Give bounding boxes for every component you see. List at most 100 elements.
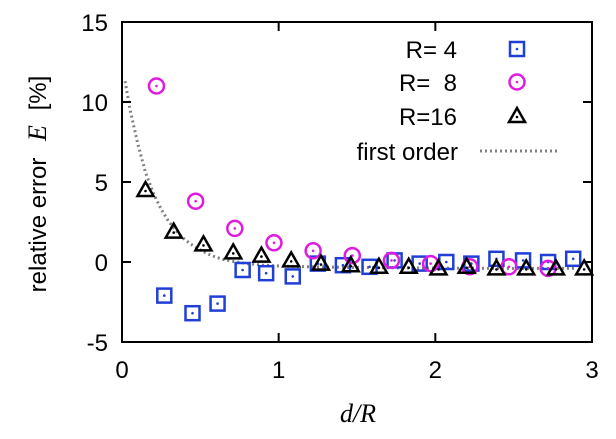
data-point-triangle	[223, 241, 244, 260]
marker-shape	[186, 192, 205, 210]
marker-shape	[193, 233, 214, 252]
marker-dot	[155, 84, 158, 88]
marker-dot	[216, 302, 219, 305]
data-point-triangle	[281, 249, 302, 268]
marker-dot	[289, 260, 293, 263]
y-tick-label: -5	[87, 330, 108, 357]
data-point-square	[257, 264, 275, 282]
marker-dot	[194, 199, 197, 203]
data-point-triangle	[310, 253, 332, 271]
data-point-circle	[147, 77, 166, 95]
y-tick-label: 10	[81, 90, 108, 117]
data-point-triangle	[486, 257, 507, 276]
y-axis-label-unit: [%]	[25, 76, 52, 111]
marker-shape	[398, 256, 419, 275]
marker-shape	[421, 254, 440, 273]
marker-shape	[265, 234, 283, 252]
marker-dot	[368, 265, 371, 269]
x-axis-label: d/R	[340, 399, 376, 428]
data-point-square	[209, 295, 226, 312]
marker-dot	[465, 266, 468, 270]
data-point-triangle	[456, 256, 477, 275]
marker-dot	[202, 244, 205, 247]
marker-dot	[144, 189, 147, 193]
data-point-triangle	[368, 256, 390, 275]
marker-dot	[521, 259, 525, 262]
data-point-circle	[421, 254, 440, 273]
marker-dot	[377, 266, 381, 270]
marker-shape	[368, 256, 390, 275]
data-point-circle	[304, 242, 322, 260]
legend-swatch-circle	[508, 73, 526, 91]
data-point-triangle	[251, 245, 272, 263]
marker-shape	[382, 251, 401, 270]
marker-dot	[241, 268, 244, 272]
y-axis-label-symbol: E	[23, 125, 52, 142]
data-point-circle	[382, 251, 401, 270]
marker-dot	[231, 252, 235, 255]
marker-shape	[486, 257, 507, 276]
marker-shape	[281, 249, 302, 268]
marker-shape	[343, 246, 362, 265]
marker-dot	[445, 260, 448, 264]
marker-dot	[429, 262, 432, 265]
marker-shape	[156, 287, 173, 304]
data-point-square	[184, 304, 201, 322]
marker-dot	[341, 263, 345, 267]
data-point-triangle	[340, 254, 361, 273]
marker-dot	[495, 268, 498, 271]
marker-dot	[349, 264, 353, 268]
marker-shape	[516, 257, 537, 276]
marker-shape	[234, 261, 251, 279]
marker-dot	[571, 257, 575, 261]
marker-dot	[515, 80, 519, 84]
marker-dot	[163, 294, 166, 297]
legend-label: R= 4	[406, 37, 457, 64]
marker-shape	[456, 256, 477, 275]
legend-swatch-triangle	[506, 105, 528, 124]
data-point-square	[284, 268, 302, 285]
x-tick-label: 1	[272, 357, 285, 384]
data-point-circle	[186, 192, 205, 210]
marker-dot	[524, 268, 528, 271]
data-point-circle	[343, 246, 362, 265]
y-tick-label: 15	[81, 10, 108, 37]
data-point-triangle	[574, 257, 595, 276]
data-point-triangle	[135, 179, 156, 198]
marker-dot	[437, 268, 440, 271]
marker-shape	[340, 254, 361, 273]
marker-dot	[264, 271, 268, 275]
data-point-triangle	[428, 257, 449, 276]
marker-shape	[508, 73, 526, 91]
marker-shape	[304, 242, 322, 260]
marker-dot	[191, 311, 194, 315]
data-point-square	[564, 250, 582, 268]
data-point-triangle	[163, 221, 184, 239]
legend-label: R= 8	[399, 70, 457, 97]
legend-label: R=16	[399, 104, 457, 131]
marker-dot	[233, 227, 237, 230]
marker-dot	[393, 259, 396, 262]
marker-dot	[507, 265, 511, 269]
marker-dot	[260, 255, 263, 258]
x-tick-label: 2	[429, 357, 442, 384]
marker-dot	[515, 47, 519, 51]
y-axis-label: relative error E [%]	[23, 76, 52, 293]
data-point-triangle	[545, 257, 567, 276]
marker-shape	[508, 40, 526, 58]
y-tick-label: 0	[95, 250, 108, 277]
marker-shape	[257, 264, 275, 282]
marker-shape	[135, 179, 156, 198]
marker-dot	[351, 254, 354, 257]
marker-shape	[284, 268, 302, 285]
marker-shape	[310, 253, 332, 271]
data-point-triangle	[516, 257, 537, 276]
x-tick-label: 3	[585, 357, 598, 384]
marker-dot	[407, 266, 411, 270]
marker-dot	[172, 231, 175, 234]
marker-shape	[506, 105, 528, 124]
marker-shape	[209, 295, 226, 312]
data-point-circle	[226, 219, 244, 238]
legend-label: first order	[357, 139, 458, 166]
